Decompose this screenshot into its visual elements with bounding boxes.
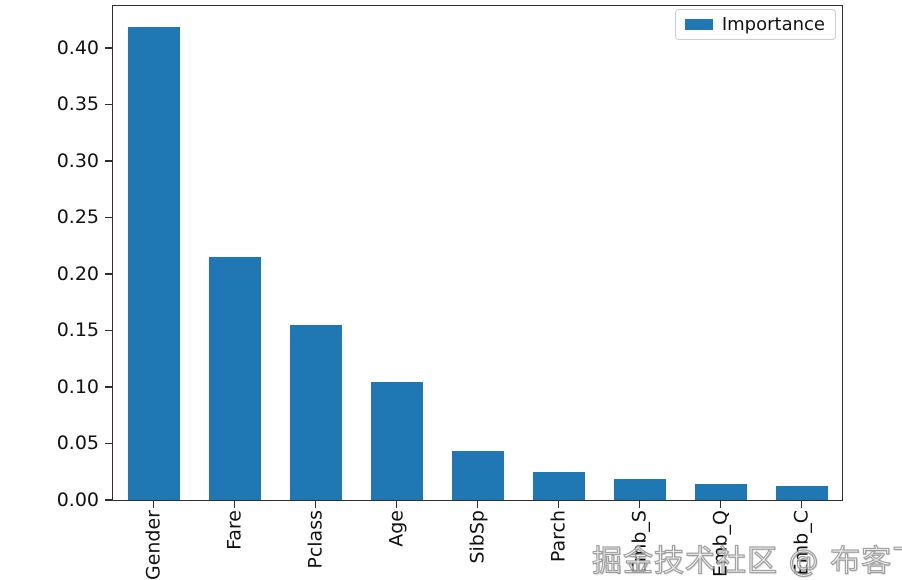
- y-tick-label-0.10: 0.10: [56, 375, 99, 398]
- bar-age: [370, 382, 423, 500]
- bar-pclass: [289, 324, 342, 500]
- legend-label-importance: Importance: [721, 14, 825, 35]
- legend: Importance: [674, 9, 836, 40]
- bar-emb-s: [613, 478, 666, 500]
- bar-emb-q: [694, 484, 747, 500]
- x-tick-label-pclass: Pclass: [304, 510, 326, 569]
- x-tick-pclass: [314, 501, 317, 508]
- x-tick-label-sibsp: SibSp: [466, 510, 488, 564]
- x-tick-parch: [557, 501, 560, 508]
- y-tick-0.40: [105, 47, 112, 49]
- watermark: 掘金技术社区 @ 布客飞龙: [591, 543, 902, 579]
- plot-area: 0.00 0.05 0.10 0.15 0.20 0.25 0.30 0.35 0.40 Gen…: [57, 5, 843, 580]
- y-tick-0.25: [105, 216, 112, 219]
- x-tick-emb-q: [719, 501, 722, 508]
- x-tick-label-fare: Fare: [223, 510, 245, 550]
- y-tick-label-0.20: 0.20: [56, 262, 99, 285]
- bar-parch: [532, 471, 585, 500]
- y-tick-0.20: [105, 273, 112, 275]
- legend-swatch-importance: [684, 19, 713, 30]
- x-tick-label-parch: Parch: [547, 510, 569, 563]
- y-tick-label-0.35: 0.35: [56, 93, 99, 116]
- x-tick-label-gender: Gender: [142, 510, 164, 580]
- x-tick-emb-s: [638, 501, 641, 508]
- x-tick-label-age: Age: [385, 510, 407, 547]
- x-tick-sibsp: [476, 501, 479, 508]
- x-tick-emb-c: [800, 501, 803, 508]
- x-tick-gender: [152, 501, 155, 508]
- y-tick-0.00: [105, 499, 112, 501]
- y-tick-0.05: [105, 442, 112, 445]
- bar-sibsp: [451, 451, 504, 500]
- y-tick-0.35: [105, 103, 112, 106]
- bar-fare: [208, 256, 261, 500]
- y-tick-label-0.25: 0.25: [56, 206, 99, 229]
- bar-emb-c: [775, 486, 828, 500]
- y-tick-label-0.00: 0.00: [56, 489, 99, 511]
- x-tick-fare: [233, 501, 236, 508]
- bar-gender: [127, 27, 180, 500]
- y-tick-0.30: [105, 160, 112, 162]
- y-tick-0.10: [105, 386, 112, 388]
- y-tick-label-0.30: 0.30: [56, 149, 99, 172]
- y-tick-label-0.05: 0.05: [56, 432, 99, 455]
- x-tick-age: [395, 501, 398, 508]
- y-tick-label-0.15: 0.15: [56, 319, 99, 342]
- y-tick-0.15: [105, 329, 112, 332]
- y-tick-label-0.40: 0.40: [56, 36, 99, 59]
